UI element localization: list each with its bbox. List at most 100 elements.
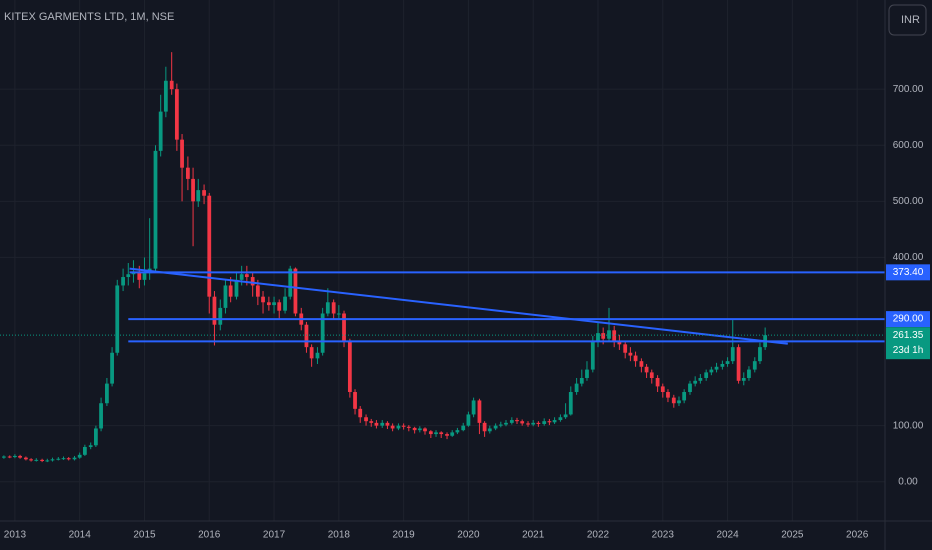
candle-body (450, 432, 455, 436)
candle-body (250, 277, 255, 286)
y-tick-label: 100.00 (893, 420, 924, 431)
candle-body (99, 403, 103, 429)
candle-body (509, 420, 514, 423)
candle-body (477, 400, 482, 423)
candle-body (741, 377, 746, 381)
candle-body (180, 139, 184, 168)
x-tick-label: 2018 (328, 530, 351, 541)
candle-body (574, 383, 579, 393)
candle-body (596, 333, 600, 342)
last-price-bg (886, 327, 930, 360)
candle-body (374, 422, 379, 426)
candle-body (536, 422, 541, 424)
candle-body (1, 456, 6, 458)
price-label: 290.00 (893, 314, 924, 325)
candle-body (309, 347, 314, 359)
candle-body (401, 425, 406, 427)
candle-body (121, 277, 125, 286)
x-tick-label: 2025 (781, 530, 804, 541)
candle-body (18, 455, 22, 458)
candle-body (666, 392, 670, 398)
x-tick-label: 2021 (522, 530, 545, 541)
candle-body (320, 313, 325, 353)
candle-body (639, 361, 644, 367)
price-label-bg (886, 311, 930, 328)
candle-body (45, 460, 50, 462)
plot (0, 0, 885, 521)
candle-body (34, 459, 39, 461)
x-tick-label: 2014 (69, 530, 92, 541)
candle-body (552, 420, 557, 423)
candle-body (174, 89, 179, 140)
candle-body (693, 380, 698, 384)
candle-body (40, 459, 45, 461)
candle-body (396, 425, 401, 429)
candle-body (158, 111, 163, 151)
candle-body (487, 428, 492, 432)
x-tick-label: 2022 (587, 530, 610, 541)
candle-body (704, 372, 709, 378)
candle-body (7, 456, 12, 458)
candle-body (563, 414, 568, 418)
candle-body (353, 392, 357, 409)
y-tick-label: 400.00 (893, 252, 924, 263)
candle-body (623, 344, 628, 353)
candle-body (466, 414, 471, 426)
candle-body (336, 313, 341, 315)
candle-body (163, 80, 168, 112)
candle-body (185, 167, 190, 179)
candle-body (633, 355, 638, 362)
candle-body (660, 386, 665, 393)
candle-body (526, 423, 530, 425)
candle-body (412, 427, 417, 431)
candle-body (126, 274, 131, 278)
candle-body (234, 279, 239, 297)
candle-body (105, 383, 109, 404)
candle-body (542, 421, 547, 424)
candle-body (61, 458, 66, 460)
x-tick-label: 2023 (652, 530, 675, 541)
candle-body (325, 302, 330, 314)
candle-body (380, 422, 385, 426)
candle-body (607, 330, 611, 339)
candle-body (255, 285, 260, 297)
candle-body (202, 190, 206, 196)
candle-body (288, 268, 293, 297)
x-tick-label: 2024 (716, 530, 739, 541)
x-tick-label: 2017 (263, 530, 286, 541)
candle-body (191, 178, 195, 202)
candle-body (423, 428, 427, 432)
candle-body (714, 366, 719, 370)
x-tick-label: 2020 (457, 530, 480, 541)
candle-body (558, 417, 563, 421)
candle-body (110, 352, 114, 384)
candle-body (579, 377, 584, 384)
candle-body (277, 302, 282, 311)
candle-body (677, 400, 681, 404)
candle-body (331, 302, 336, 314)
candle-body (417, 428, 422, 431)
candle-body (369, 421, 374, 423)
candle-body (649, 372, 654, 378)
candle-body (617, 341, 622, 345)
candle-body (266, 302, 271, 306)
candle-body (682, 392, 687, 401)
chart-title: KITEX GARMENTS LTD, 1M, NSE (4, 11, 174, 23)
x-tick-label: 2015 (133, 530, 156, 541)
candle-body (207, 195, 212, 297)
candle-body (293, 268, 298, 314)
candle-body (590, 341, 595, 370)
candle-body (406, 426, 411, 428)
candle-body (671, 397, 676, 404)
trend-line (129, 267, 788, 345)
candle-body (655, 377, 660, 387)
currency-button[interactable] (888, 4, 927, 36)
currency-label[interactable]: INR (901, 14, 920, 26)
candle-body (315, 352, 320, 359)
candle-body (736, 347, 741, 381)
candle-body (482, 422, 487, 432)
candle-body (385, 422, 390, 426)
x-tick-label: 2026 (846, 530, 869, 541)
